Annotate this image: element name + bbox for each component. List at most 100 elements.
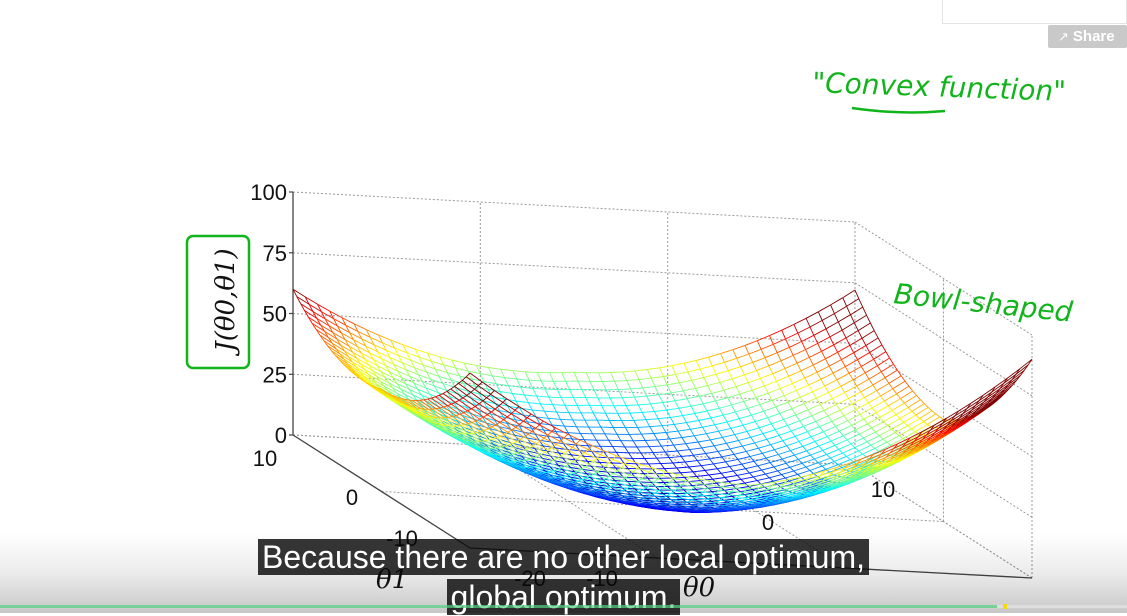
mesh-line — [513, 371, 517, 379]
mesh-line — [687, 396, 699, 399]
mesh-line — [667, 410, 671, 417]
mesh-line — [704, 377, 708, 385]
mesh-line — [892, 410, 896, 414]
mesh-line — [1008, 369, 1020, 378]
mesh-line — [882, 345, 886, 352]
mesh-line — [794, 455, 798, 459]
mesh-line — [638, 427, 642, 434]
mesh-line — [741, 367, 745, 375]
mesh-line — [626, 405, 638, 406]
mesh-line — [749, 349, 761, 354]
mesh-line — [841, 353, 853, 360]
mesh-line — [787, 425, 791, 431]
mesh-line — [634, 396, 646, 397]
mesh-line — [822, 466, 826, 469]
mesh-line — [734, 454, 738, 459]
mesh-line — [678, 431, 682, 437]
mesh-line — [625, 447, 629, 453]
mesh-line — [843, 436, 847, 440]
mesh-line — [749, 473, 753, 477]
mesh-line — [609, 421, 613, 428]
mesh-line — [560, 419, 572, 420]
mesh-line — [837, 373, 849, 380]
mesh-line — [873, 385, 877, 391]
mesh-line — [718, 449, 730, 452]
mesh-line — [654, 479, 658, 482]
mesh-line — [842, 330, 846, 338]
mesh-line — [492, 376, 496, 384]
mesh-line — [548, 418, 560, 419]
mesh-line — [691, 406, 695, 413]
mesh-line — [525, 372, 537, 373]
mesh-line — [630, 412, 642, 413]
gridline-z — [293, 253, 855, 283]
mesh-line — [843, 453, 847, 456]
convex-underline — [852, 108, 945, 112]
mesh-line — [820, 421, 832, 426]
mesh-line — [767, 439, 771, 444]
mesh-line — [541, 404, 545, 411]
mesh-line — [705, 469, 717, 471]
mesh-line — [854, 353, 858, 360]
mesh-line — [829, 366, 833, 373]
mesh-line — [687, 421, 699, 423]
mesh-line — [666, 431, 678, 432]
mesh-line — [727, 419, 739, 422]
zlabel-group: J(θ0,θ1) — [187, 236, 249, 368]
mesh-line — [823, 432, 827, 437]
progress-bar[interactable] — [0, 605, 1127, 608]
mesh-line — [832, 393, 844, 399]
mesh-line — [847, 306, 851, 314]
mesh-line — [549, 397, 561, 398]
mesh-line — [633, 441, 637, 447]
mesh-line — [802, 463, 806, 467]
mesh-line — [824, 410, 828, 416]
mesh-line — [529, 380, 541, 381]
mesh-line — [699, 421, 703, 428]
share-button[interactable]: ↗Share — [1048, 25, 1127, 48]
mesh-line — [848, 414, 860, 420]
mesh-line — [525, 395, 529, 403]
mesh-line — [476, 365, 480, 373]
mesh-line — [869, 372, 881, 379]
surface-mesh — [293, 289, 1032, 512]
mesh-line — [855, 442, 867, 448]
mesh-line — [670, 479, 674, 482]
mesh-line — [742, 464, 746, 469]
mesh-line — [698, 442, 702, 448]
mesh-line — [799, 437, 811, 442]
mesh-line — [695, 414, 699, 421]
mesh-line — [702, 448, 706, 454]
mesh-line — [690, 450, 694, 456]
mesh-line — [700, 369, 704, 377]
mesh-line — [577, 405, 581, 413]
mesh-line — [852, 398, 864, 405]
mesh-line — [669, 457, 681, 458]
mesh-line — [783, 436, 795, 440]
mesh-line — [601, 427, 605, 434]
mesh-line — [890, 358, 894, 364]
mesh-line — [653, 452, 665, 453]
mesh-line — [762, 453, 766, 458]
mesh-line — [478, 382, 482, 386]
mesh-line — [733, 471, 737, 475]
mesh-line — [756, 393, 768, 397]
mesh-line — [634, 397, 638, 405]
mesh-line — [528, 403, 532, 410]
mesh-line — [707, 408, 719, 411]
mesh-line — [896, 415, 900, 419]
mesh-line — [774, 463, 786, 467]
mesh-line — [827, 437, 831, 442]
mesh-line — [845, 393, 849, 399]
mesh-line — [725, 478, 729, 482]
mesh-line — [811, 450, 823, 455]
mesh-line — [814, 454, 826, 459]
mesh-line — [824, 405, 836, 411]
mesh-line — [790, 467, 794, 471]
mesh-line — [818, 312, 822, 321]
mesh-line — [602, 382, 606, 390]
mesh-line — [852, 419, 864, 425]
mesh-line — [750, 457, 754, 462]
x-tick-label: 0 — [762, 510, 774, 535]
mesh-line — [789, 371, 801, 376]
